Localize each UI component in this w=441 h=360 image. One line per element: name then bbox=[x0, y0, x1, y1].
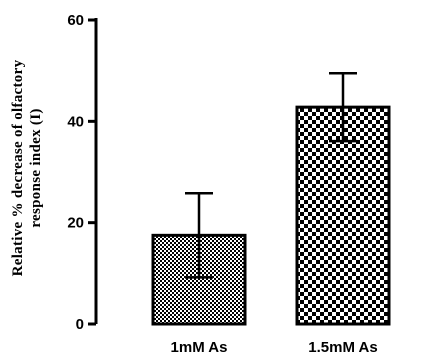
y-axis-label-line-1: Relative % decrease of olfactory bbox=[10, 59, 26, 276]
y-axis-label: Relative % decrease of olfactory respons… bbox=[10, 59, 44, 276]
y-tick-label: 20 bbox=[67, 215, 84, 232]
y-tick-label: 40 bbox=[67, 113, 84, 130]
error-bars-group bbox=[185, 71, 357, 279]
x-tick-labels-group: 1mM As 1.5mM As bbox=[171, 339, 378, 356]
x-tick-label: 1mM As bbox=[171, 339, 228, 356]
bar bbox=[295, 105, 391, 326]
x-tick-label: 1.5mM As bbox=[308, 339, 377, 356]
y-axis-label-line-2: response index (I) bbox=[28, 108, 44, 227]
y-ticks-group: 0 20 40 60 bbox=[67, 12, 96, 333]
y-tick-label: 0 bbox=[76, 316, 84, 333]
y-tick-label: 60 bbox=[67, 12, 84, 29]
bars-group bbox=[151, 105, 391, 326]
